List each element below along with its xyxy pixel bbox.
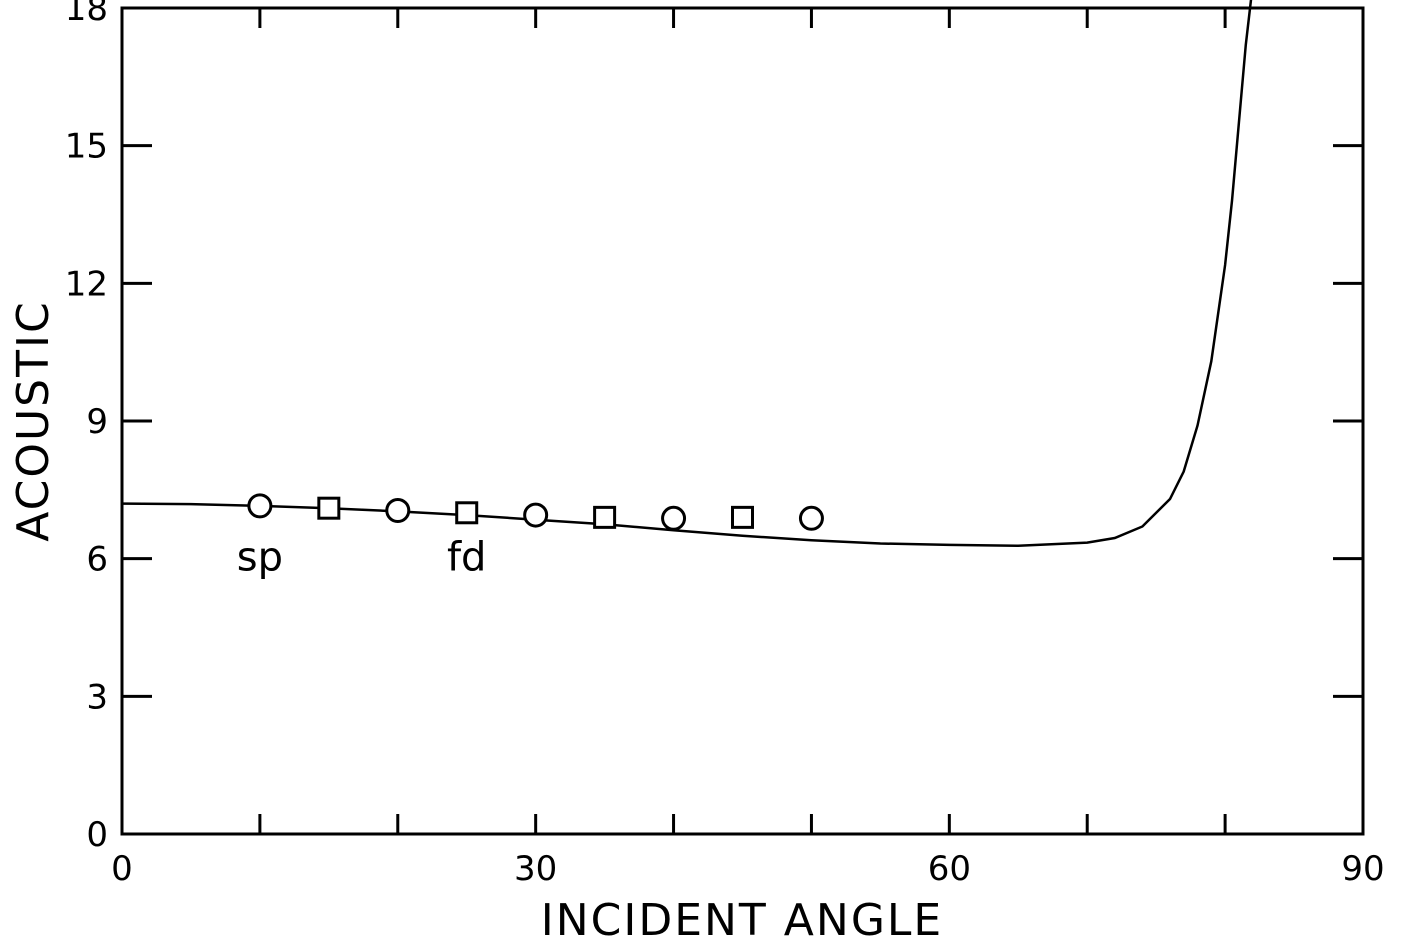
square-marker bbox=[455, 501, 479, 525]
y-tick-label: 12 bbox=[65, 264, 108, 304]
plot-frame bbox=[120, 6, 1365, 836]
y-tick-label: 3 bbox=[86, 677, 108, 717]
y-tick-label: 6 bbox=[86, 540, 108, 580]
circle-marker bbox=[385, 497, 411, 523]
axis-ticks bbox=[122, 8, 1363, 834]
y-axis-title: ACOUSTIC bbox=[8, 300, 59, 541]
circle-marker bbox=[661, 505, 687, 531]
annotation-layer: sp fd bbox=[237, 535, 487, 581]
axis-tick-labels: 0 30 60 90 0 3 6 9 12 15 18 bbox=[65, 0, 1385, 889]
x-axis-title: INCIDENT ANGLE bbox=[541, 895, 943, 946]
square-marker bbox=[317, 496, 341, 520]
x-tick-label: 60 bbox=[928, 849, 971, 889]
circle-marker bbox=[247, 493, 273, 519]
y-tick-label: 18 bbox=[65, 0, 108, 29]
y-tick-label: 9 bbox=[86, 402, 108, 442]
x-tick-label: 30 bbox=[514, 849, 557, 889]
annotation-label: sp bbox=[237, 535, 283, 581]
series-layer bbox=[121, 0, 1253, 548]
curve-line bbox=[121, 0, 1253, 548]
square-marker bbox=[593, 505, 617, 529]
circle-marker bbox=[798, 505, 824, 531]
x-tick-label: 0 bbox=[111, 849, 133, 889]
square-marker bbox=[731, 505, 754, 529]
circle-marker bbox=[523, 502, 549, 528]
y-tick-label: 15 bbox=[65, 127, 108, 167]
annotation-label: fd bbox=[447, 535, 486, 581]
y-tick-label: 0 bbox=[86, 815, 108, 855]
x-tick-label: 90 bbox=[1341, 849, 1384, 889]
